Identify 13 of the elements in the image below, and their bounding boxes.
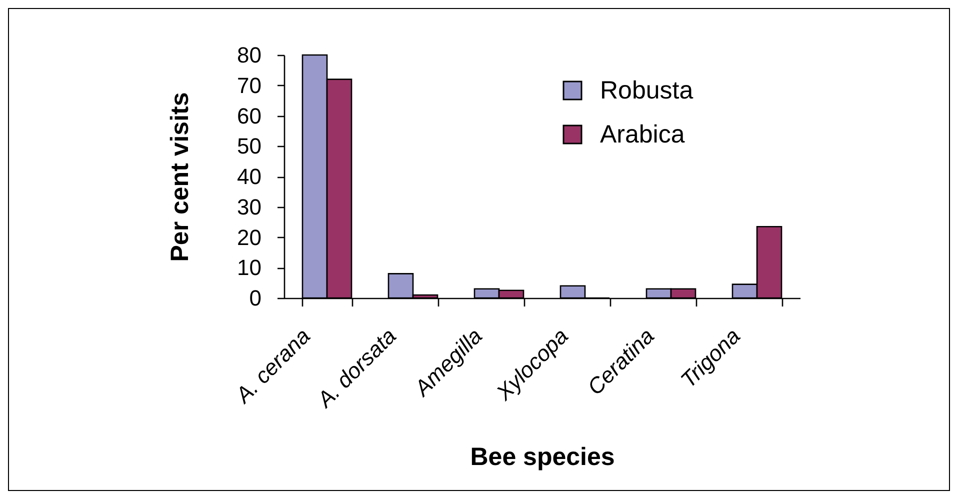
y-tick-label: 40 bbox=[237, 164, 262, 189]
y-tick-label: 50 bbox=[237, 134, 262, 159]
y-tick-label: 30 bbox=[237, 194, 262, 220]
y-tick-label: 20 bbox=[237, 224, 262, 250]
x-axis-title: Bee species bbox=[470, 443, 615, 472]
y-tick-label: 80 bbox=[237, 42, 262, 68]
y-tick-label: 60 bbox=[237, 103, 262, 128]
y-axis-title: Per cent visits bbox=[166, 92, 194, 262]
y-tick-label: 10 bbox=[237, 255, 262, 280]
y-tick-label: 0 bbox=[249, 286, 262, 310]
legend-label: Robusta bbox=[600, 76, 694, 104]
legend-label: Arabica bbox=[600, 120, 685, 148]
y-tick-label: 70 bbox=[237, 72, 262, 98]
